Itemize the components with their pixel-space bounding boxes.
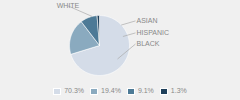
html-text:9.1%: 9.1% (137, 87, 154, 94)
svg-text:WHITE: WHITE (57, 2, 80, 9)
html-text:70.3%: 70.3% (64, 87, 84, 94)
html-text:19.4%: 19.4% (101, 87, 121, 94)
svg-text:HISPANIC: HISPANIC (137, 29, 170, 36)
svg-text:BLACK: BLACK (137, 40, 160, 47)
html-text:1.3%: 1.3% (170, 87, 187, 94)
svg-text:ASIAN: ASIAN (137, 17, 158, 24)
